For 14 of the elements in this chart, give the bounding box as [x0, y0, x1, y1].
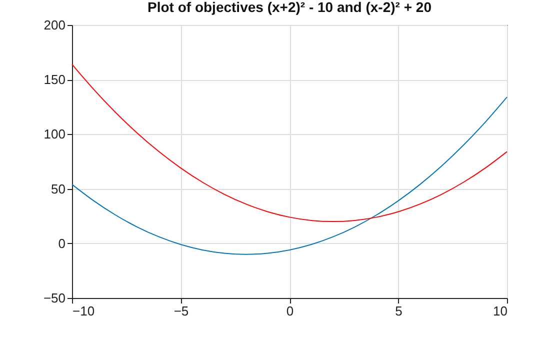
y-tick-label: 100 [44, 126, 66, 142]
y-tick-label: 0 [58, 236, 66, 251]
x-tick-label: 0 [286, 304, 294, 318]
x-tick-label: −5 [174, 304, 189, 318]
chart-title: Plot of objectives (x+2)² - 10 and (x-2)² + 20 [148, 0, 432, 15]
y-tick-label: 150 [44, 72, 66, 88]
y-tick-label: 200 [44, 18, 66, 32]
x-tick-label: 5 [395, 304, 402, 318]
y-tick-label: −50 [43, 290, 66, 306]
line-series [72, 64, 508, 222]
y-tick-label: 50 [51, 181, 66, 196]
line-series [72, 96, 508, 255]
x-tick-label: 10 [493, 304, 508, 318]
x-tick-label: −10 [72, 304, 95, 318]
